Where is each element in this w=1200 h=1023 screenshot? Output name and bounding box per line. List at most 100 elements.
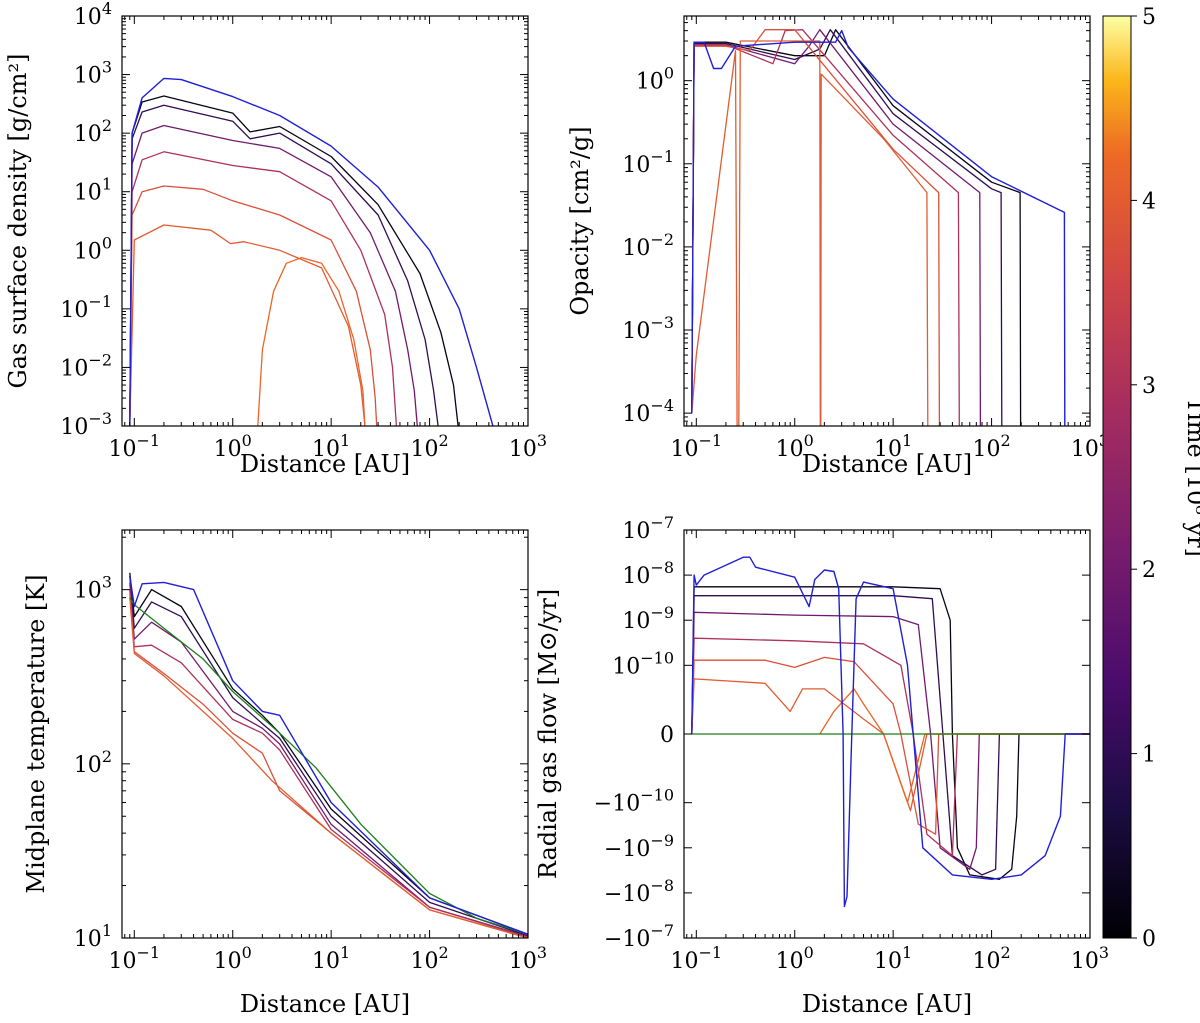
tick-label: 10−1 xyxy=(671,943,723,974)
tick-label: 101 xyxy=(874,943,912,974)
tick-label: 10−4 xyxy=(622,396,674,427)
series-line xyxy=(691,611,1090,870)
plot-frame xyxy=(683,15,1091,427)
tick-label: 102 xyxy=(74,116,112,147)
tick-label: 101 xyxy=(874,431,912,462)
y-axis-label: Gas surface density [g/cm²] xyxy=(4,54,32,389)
colorbar-label: Time [10⁶ yr] xyxy=(1182,397,1200,557)
series-line xyxy=(691,40,929,426)
y-axis-label: Opacity [cm²/g] xyxy=(566,126,594,315)
series-line xyxy=(257,256,366,426)
initial-profile-line xyxy=(129,575,528,935)
tick-label: −10−7 xyxy=(604,921,674,952)
initial-profile-line xyxy=(129,77,494,426)
tick-label: 101 xyxy=(312,943,350,974)
tick-label: 10−1 xyxy=(109,431,161,462)
tick-label: 10−1 xyxy=(671,431,723,462)
tick-label: 103 xyxy=(509,431,547,462)
tick-label: 104 xyxy=(74,0,112,30)
series-line xyxy=(691,586,1090,880)
series-line xyxy=(691,29,960,426)
tick-layer: 10−1 100 101 102 103 101 102 103 xyxy=(74,530,547,974)
tick-label: 103 xyxy=(74,573,112,604)
series-line xyxy=(129,185,378,426)
colorbar-tick-layer: 0 1 2 3 4 5 xyxy=(1131,5,1156,952)
x-axis-label: Distance [AU] xyxy=(240,990,410,1018)
colorbar: 0 1 2 3 4 5 Time [10⁶ yr] xyxy=(1102,5,1200,952)
initial-profile-line xyxy=(691,556,1090,908)
tick-label: 100 xyxy=(636,64,674,95)
initial-profile-line xyxy=(691,29,1066,426)
series-line xyxy=(691,29,1003,426)
colorbar-tick-label: 1 xyxy=(1142,743,1156,768)
series-layer xyxy=(691,556,1090,908)
tick-label: 10−1 xyxy=(622,147,674,178)
series-line xyxy=(129,572,528,935)
series-line xyxy=(129,151,398,426)
colorbar-tick-label: 0 xyxy=(1142,927,1156,952)
series-line xyxy=(129,575,528,937)
series-line xyxy=(129,224,366,426)
series-line xyxy=(129,124,418,426)
plot-frame xyxy=(121,529,529,939)
panel-radial-gas-flow: 10−1 100 101 102 103 10−7 10−8 10−9 10−10 0 −10−10… xyxy=(534,513,1109,1018)
colorbar-tick-label: 5 xyxy=(1142,5,1156,30)
series-layer xyxy=(129,572,528,938)
tick-label: 102 xyxy=(972,431,1010,462)
tick-label: 102 xyxy=(74,747,112,778)
y-axis-label: Radial gas flow [M⊙/yr] xyxy=(534,589,562,879)
tick-label: 0 xyxy=(660,723,674,748)
tick-label: −10−9 xyxy=(604,831,674,862)
series-layer xyxy=(129,77,494,426)
series-layer xyxy=(691,29,1066,426)
tick-label: 100 xyxy=(776,943,814,974)
tick-label: 10−2 xyxy=(622,230,674,261)
series-line xyxy=(129,589,528,938)
plot-frame xyxy=(121,15,529,427)
tick-label: 101 xyxy=(312,431,350,462)
x-axis-label: Distance [AU] xyxy=(240,450,410,478)
x-axis-label: Distance [AU] xyxy=(802,450,972,478)
tick-label: 10−3 xyxy=(622,313,674,344)
tick-label: 103 xyxy=(74,58,112,89)
panel-gas-surface-density: 10−1 100 101 102 103 10−3 10−2 10−1 100 101 102 103… xyxy=(4,0,547,478)
tick-label: 100 xyxy=(74,233,112,264)
y-axis-label: Midplane temperature [K] xyxy=(22,574,50,893)
tick-label: 10−2 xyxy=(60,350,112,381)
series-line xyxy=(129,104,439,426)
series-line xyxy=(129,95,459,426)
series-line xyxy=(691,29,1022,426)
series-line xyxy=(691,29,941,426)
series-line xyxy=(129,593,528,938)
tick-label: 102 xyxy=(410,431,448,462)
tick-label: 102 xyxy=(972,943,1010,974)
tick-label: 10−10 xyxy=(612,648,674,679)
tick-label: 103 xyxy=(1071,943,1109,974)
colorbar-tick-label: 3 xyxy=(1142,374,1156,399)
tick-label: 10−1 xyxy=(60,292,112,323)
colorbar-tick-label: 4 xyxy=(1142,189,1156,214)
tick-label: 101 xyxy=(74,175,112,206)
colorbar-gradient xyxy=(1102,15,1132,939)
series-line xyxy=(691,637,1090,857)
series-line xyxy=(819,688,1090,804)
tick-label: 100 xyxy=(214,943,252,974)
reference-line xyxy=(129,597,528,935)
tick-label: −10−8 xyxy=(604,876,674,907)
tick-label: 103 xyxy=(509,943,547,974)
series-line xyxy=(691,678,1090,812)
series-line xyxy=(691,595,1090,876)
tick-label: 10−8 xyxy=(622,558,674,589)
series-line xyxy=(129,582,528,938)
tick-label: 10−1 xyxy=(109,943,161,974)
series-line xyxy=(691,656,1090,835)
tick-label: 10−9 xyxy=(622,603,674,634)
tick-layer: 10−1 100 101 102 103 10−3 10−2 10−1 100 101 102 103… xyxy=(60,0,547,462)
tick-label: 100 xyxy=(214,431,252,462)
tick-label: 10−7 xyxy=(622,513,674,544)
tick-label: 100 xyxy=(776,431,814,462)
